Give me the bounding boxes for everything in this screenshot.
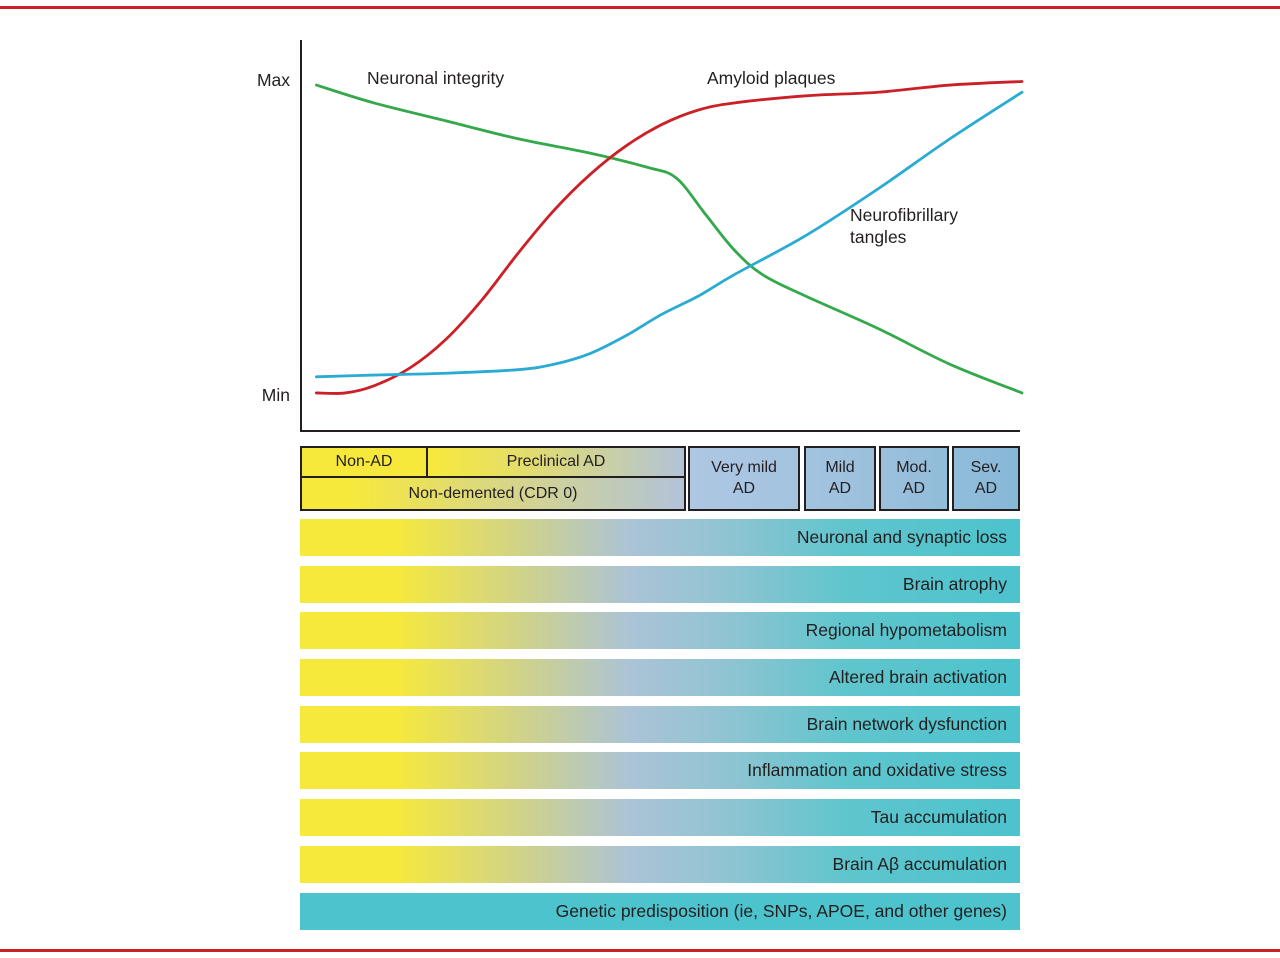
bar-label: Regional hypometabolism [805,620,1007,641]
bar-brain-abeta-accumulation: Brain Aβ accumulation [300,845,1020,883]
bar-label: Genetic predisposition (ie, SNPs, APOE, … [555,900,1007,921]
stage-preclinical-ad: Preclinical AD [428,448,684,476]
stage-mild-ad: Mild AD [804,446,876,511]
bar-tau-accumulation: Tau accumulation [300,799,1020,837]
stage-severe-ad: Sev. AD [952,446,1020,511]
bar-label: Brain Aβ accumulation [832,853,1007,874]
stage-very-mild-ad: Very mild AD [688,446,800,511]
bar-neuronal-synaptic-loss: Neuronal and synaptic loss [300,519,1020,556]
bar-label: Tau accumulation [870,807,1007,828]
stage-non-ad: Non-AD [302,448,428,476]
bottom-border-line [0,949,1280,952]
stage-moderate-ad: Mod. AD [879,446,949,511]
bar-regional-hypometabolism: Regional hypometabolism [300,612,1020,650]
bar-label: Brain atrophy [902,573,1007,594]
neuronal-integrity-label: Neuronal integrity [367,68,505,88]
bar-brain-atrophy: Brain atrophy [300,565,1020,603]
amyloid-plaques-label: Amyloid plaques [707,68,836,88]
stage-non-demented-cdr0: Non-demented (CDR 0) [302,478,684,509]
bar-label: Neuronal and synaptic loss [796,527,1007,547]
bar-inflammation-oxidative-stress: Inflammation and oxidative stress [300,752,1020,790]
bar-label: Altered brain activation [828,667,1007,688]
stage-row-top: Non-AD Preclinical AD [302,448,684,478]
line-chart-plot: Neuronal integrity Amyloid plaques Neuro… [300,40,1024,432]
top-border-line [0,6,1280,9]
bar-brain-network-dysfunction: Brain network dysfunction [300,705,1020,743]
bar-genetic-predisposition: Genetic predisposition (ie, SNPs, APOE, … [300,892,1020,930]
neurofibrillary-tangles-label: Neurofibrillary tangles [850,205,958,247]
stage-group-non-demented: Non-AD Preclinical AD Non-demented (CDR … [300,446,686,511]
y-axis-min-label: Min [261,385,290,405]
bar-label: Inflammation and oxidative stress [747,760,1007,781]
bar-label: Brain network dysfunction [806,713,1007,734]
bar-altered-brain-activation: Altered brain activation [300,659,1020,697]
biomarker-bars: Neuronal and synaptic loss Brain atrophy… [300,519,1020,930]
biomarker-curves [315,80,1024,395]
y-axis-max-label: Max [256,70,290,90]
